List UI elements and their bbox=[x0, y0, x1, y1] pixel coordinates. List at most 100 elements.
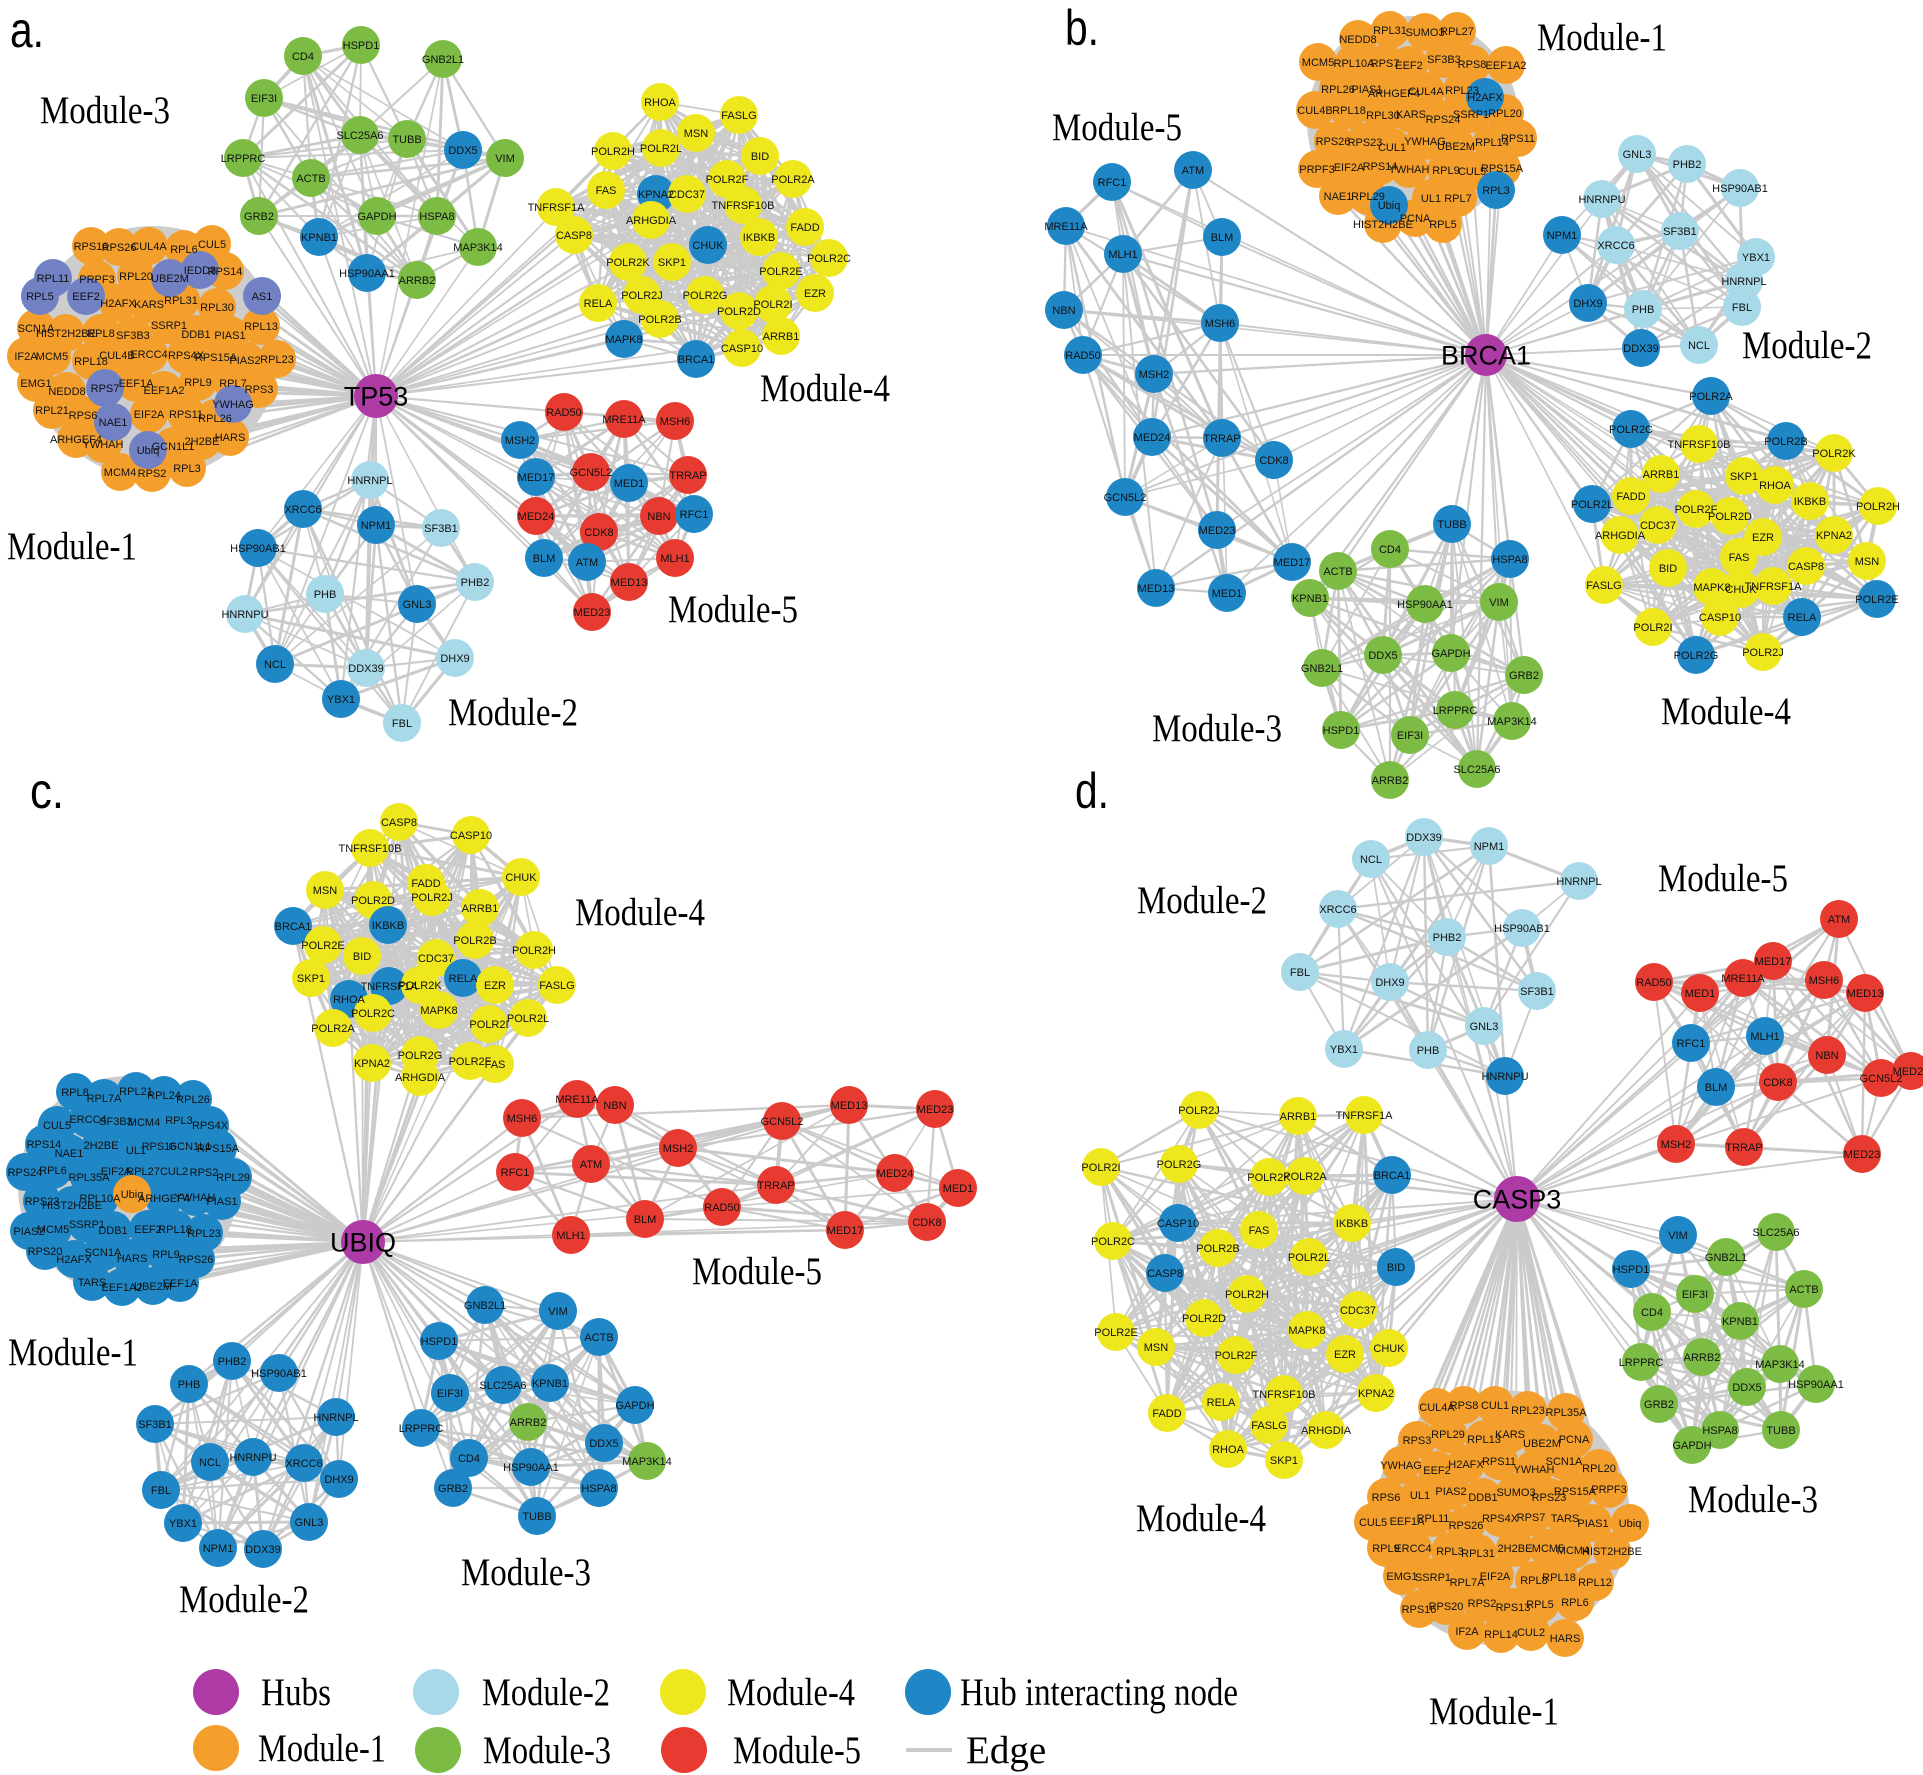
svg-text:EEF2: EEF2 bbox=[1395, 60, 1423, 72]
svg-text:RPL29: RPL29 bbox=[216, 1172, 250, 1184]
svg-text:MSH2: MSH2 bbox=[663, 1143, 694, 1155]
svg-text:HSP90AA1: HSP90AA1 bbox=[1397, 599, 1453, 611]
svg-text:HNRNPU: HNRNPU bbox=[1481, 1071, 1528, 1083]
svg-text:CDC37: CDC37 bbox=[418, 953, 454, 965]
svg-text:ACTB: ACTB bbox=[1323, 566, 1352, 578]
svg-text:POLR2L: POLR2L bbox=[507, 1013, 549, 1025]
svg-text:ATM: ATM bbox=[1828, 914, 1850, 926]
svg-text:UBE2M: UBE2M bbox=[1523, 1438, 1561, 1450]
svg-text:RPS4X: RPS4X bbox=[1482, 1513, 1519, 1525]
svg-text:RPS15A: RPS15A bbox=[195, 352, 238, 364]
svg-text:CUL2: CUL2 bbox=[1517, 1627, 1545, 1639]
svg-text:CHUK: CHUK bbox=[505, 872, 537, 884]
svg-text:MED17: MED17 bbox=[518, 472, 555, 484]
svg-text:POLR2J: POLR2J bbox=[1178, 1105, 1220, 1117]
svg-text:KARS: KARS bbox=[134, 299, 164, 311]
svg-text:RPL14: RPL14 bbox=[1475, 137, 1509, 149]
svg-text:LRPPRC: LRPPRC bbox=[1433, 705, 1478, 717]
svg-text:ATM: ATM bbox=[576, 557, 598, 569]
svg-text:GNL3: GNL3 bbox=[1623, 149, 1652, 161]
svg-text:BID: BID bbox=[353, 951, 371, 963]
svg-text:EEF1A: EEF1A bbox=[1390, 1516, 1426, 1528]
svg-text:ARRB1: ARRB1 bbox=[462, 903, 499, 915]
svg-text:MED17: MED17 bbox=[1755, 956, 1792, 968]
svg-text:RPS23: RPS23 bbox=[25, 1196, 60, 1208]
svg-text:TRRAP: TRRAP bbox=[757, 1180, 794, 1192]
svg-text:RPL9: RPL9 bbox=[1372, 1543, 1400, 1555]
svg-text:ATM: ATM bbox=[580, 1159, 602, 1171]
svg-text:GAPDH: GAPDH bbox=[357, 211, 396, 223]
svg-text:b.: b. bbox=[1065, 0, 1099, 56]
svg-text:POLR2C: POLR2C bbox=[1609, 424, 1653, 436]
svg-text:MAPK8: MAPK8 bbox=[1693, 582, 1730, 594]
svg-text:SCN1A: SCN1A bbox=[1546, 1456, 1583, 1468]
svg-text:RPS7: RPS7 bbox=[1371, 58, 1400, 70]
svg-text:CD4: CD4 bbox=[292, 51, 314, 63]
svg-text:SSRP1: SSRP1 bbox=[151, 320, 187, 332]
svg-text:HSP90AA1: HSP90AA1 bbox=[503, 1462, 559, 1474]
svg-text:SSRP1: SSRP1 bbox=[1453, 109, 1489, 121]
svg-text:NCL: NCL bbox=[1688, 340, 1710, 352]
svg-text:SLC25A6: SLC25A6 bbox=[336, 130, 383, 142]
svg-text:MAP3K14: MAP3K14 bbox=[1755, 1359, 1805, 1371]
svg-text:GAPDH: GAPDH bbox=[1672, 1440, 1711, 1452]
svg-text:POLR2D: POLR2D bbox=[717, 306, 761, 318]
svg-text:CDK8: CDK8 bbox=[1763, 1077, 1792, 1089]
svg-text:RPL3: RPL3 bbox=[1436, 1546, 1464, 1558]
svg-text:EIF3I: EIF3I bbox=[1397, 730, 1423, 742]
svg-text:POLR2D: POLR2D bbox=[1708, 511, 1752, 523]
svg-text:H2AFX: H2AFX bbox=[1467, 92, 1503, 104]
svg-text:TNFRSF10B: TNFRSF10B bbox=[339, 843, 402, 855]
svg-text:RPL21: RPL21 bbox=[35, 405, 69, 417]
svg-text:POLR2C: POLR2C bbox=[807, 253, 851, 265]
svg-text:HNRNPL: HNRNPL bbox=[1721, 276, 1766, 288]
svg-text:BRCA1: BRCA1 bbox=[1374, 1170, 1411, 1182]
svg-text:SSRP1: SSRP1 bbox=[1415, 1572, 1451, 1584]
svg-text:POLR2B: POLR2B bbox=[638, 314, 681, 326]
svg-text:NCL: NCL bbox=[199, 1457, 221, 1469]
svg-text:BRCA1: BRCA1 bbox=[678, 354, 715, 366]
svg-text:Ubiq: Ubiq bbox=[1378, 200, 1401, 212]
svg-text:SKP1: SKP1 bbox=[1270, 1455, 1298, 1467]
svg-text:RPL26: RPL26 bbox=[1321, 84, 1355, 96]
svg-text:RELA: RELA bbox=[449, 973, 478, 985]
svg-text:NPM1: NPM1 bbox=[1547, 230, 1578, 242]
svg-text:POLR2J: POLR2J bbox=[411, 892, 453, 904]
svg-text:GCN1L1: GCN1L1 bbox=[169, 1141, 212, 1153]
svg-text:RPS3: RPS3 bbox=[1403, 1435, 1432, 1447]
svg-text:FAS: FAS bbox=[1729, 552, 1750, 564]
svg-text:NAE1: NAE1 bbox=[1324, 191, 1353, 203]
svg-text:RPS23: RPS23 bbox=[1348, 137, 1383, 149]
svg-text:Module-3: Module-3 bbox=[483, 1729, 611, 1772]
svg-text:PIAS1: PIAS1 bbox=[1577, 1518, 1608, 1530]
svg-text:DDB1: DDB1 bbox=[1468, 1492, 1497, 1504]
svg-text:RPL9: RPL9 bbox=[1432, 165, 1460, 177]
svg-text:RAD50: RAD50 bbox=[1065, 350, 1100, 362]
svg-text:RPS4X: RPS4X bbox=[192, 1120, 229, 1132]
svg-text:TNFRSF1A: TNFRSF1A bbox=[1336, 1110, 1394, 1122]
svg-text:RPS2: RPS2 bbox=[1468, 1598, 1497, 1610]
svg-text:RPS23: RPS23 bbox=[1532, 1492, 1567, 1504]
svg-text:YWHAH: YWHAH bbox=[1514, 1464, 1555, 1476]
svg-text:RPS24: RPS24 bbox=[1426, 114, 1461, 126]
svg-text:MED23: MED23 bbox=[1844, 1149, 1881, 1161]
svg-text:EIF3I: EIF3I bbox=[437, 1388, 463, 1400]
svg-text:MED17: MED17 bbox=[827, 1225, 864, 1237]
svg-text:MSH2: MSH2 bbox=[1139, 369, 1170, 381]
svg-text:RPL12: RPL12 bbox=[1578, 1577, 1612, 1589]
svg-text:POLR2I: POLR2I bbox=[753, 299, 792, 311]
svg-text:d.: d. bbox=[1075, 763, 1109, 819]
svg-text:RPL30: RPL30 bbox=[200, 302, 234, 314]
svg-text:DDB1: DDB1 bbox=[98, 1225, 127, 1237]
svg-text:POLR2D: POLR2D bbox=[1182, 1313, 1226, 1325]
svg-text:POLR2C: POLR2C bbox=[351, 1008, 395, 1020]
svg-text:c.: c. bbox=[30, 763, 64, 819]
svg-text:MED1: MED1 bbox=[614, 478, 645, 490]
svg-text:MED13: MED13 bbox=[1847, 988, 1884, 1000]
svg-text:RPL27: RPL27 bbox=[126, 1166, 160, 1178]
svg-text:DDX5: DDX5 bbox=[448, 145, 477, 157]
svg-text:XRCC6: XRCC6 bbox=[1319, 904, 1356, 916]
svg-text:CDC37: CDC37 bbox=[1640, 520, 1676, 532]
svg-text:EEF2: EEF2 bbox=[134, 1224, 162, 1236]
svg-text:RFC1: RFC1 bbox=[680, 509, 709, 521]
